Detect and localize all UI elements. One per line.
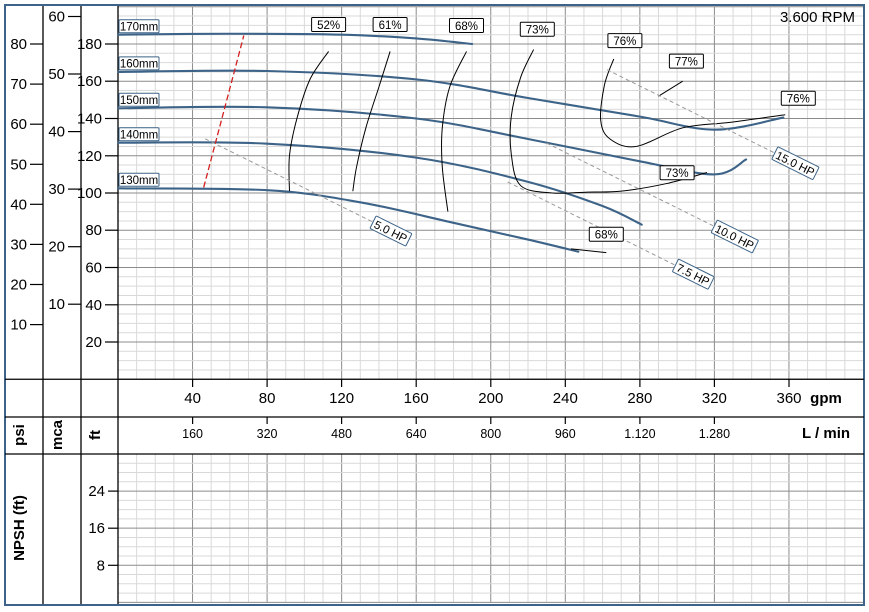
svg-text:40: 40	[10, 196, 27, 213]
svg-text:16: 16	[88, 520, 105, 537]
svg-text:76%: 76%	[787, 94, 810, 106]
svg-text:240: 240	[553, 390, 578, 407]
svg-text:960: 960	[555, 427, 576, 441]
svg-text:30: 30	[48, 181, 65, 198]
svg-text:76%: 76%	[613, 36, 636, 48]
svg-text:120: 120	[77, 148, 102, 165]
svg-text:40: 40	[184, 390, 201, 407]
svg-text:40: 40	[48, 124, 65, 141]
svg-text:140mm: 140mm	[120, 129, 158, 141]
svg-text:480: 480	[331, 427, 352, 441]
svg-text:100: 100	[77, 185, 102, 202]
svg-text:640: 640	[406, 427, 427, 441]
svg-text:1.280: 1.280	[699, 427, 730, 441]
svg-text:24: 24	[88, 483, 105, 500]
svg-text:L / min: L / min	[802, 425, 850, 442]
svg-text:60: 60	[85, 260, 102, 277]
svg-text:320: 320	[257, 427, 278, 441]
svg-text:360: 360	[776, 390, 801, 407]
svg-text:50: 50	[48, 66, 65, 83]
svg-text:77%: 77%	[675, 56, 698, 68]
svg-text:130mm: 130mm	[120, 175, 158, 187]
svg-text:73%: 73%	[526, 25, 549, 37]
svg-text:1.120: 1.120	[624, 427, 655, 441]
svg-text:mca: mca	[49, 419, 66, 450]
svg-text:20: 20	[48, 239, 65, 256]
svg-text:10: 10	[48, 296, 65, 313]
svg-text:30: 30	[10, 236, 27, 253]
svg-text:73%: 73%	[666, 168, 689, 180]
svg-text:psi: psi	[11, 424, 28, 446]
svg-text:ft: ft	[87, 430, 104, 440]
svg-text:180: 180	[77, 36, 102, 53]
svg-text:200: 200	[478, 390, 503, 407]
svg-text:70: 70	[10, 76, 27, 93]
svg-text:gpm: gpm	[810, 390, 842, 407]
svg-text:80: 80	[10, 36, 27, 53]
svg-text:120: 120	[329, 390, 354, 407]
svg-text:50: 50	[10, 156, 27, 173]
svg-text:40: 40	[85, 297, 102, 314]
svg-text:20: 20	[10, 277, 27, 294]
svg-text:61%: 61%	[379, 20, 402, 32]
svg-text:52%: 52%	[317, 20, 340, 32]
svg-text:140: 140	[77, 111, 102, 128]
svg-text:NPSH (ft): NPSH (ft)	[11, 495, 28, 561]
svg-text:80: 80	[259, 390, 276, 407]
svg-text:160: 160	[182, 427, 203, 441]
svg-text:800: 800	[480, 427, 501, 441]
svg-text:320: 320	[702, 390, 727, 407]
svg-text:160mm: 160mm	[120, 59, 158, 71]
svg-text:160: 160	[404, 390, 429, 407]
svg-text:60: 60	[10, 116, 27, 133]
svg-text:8: 8	[97, 557, 105, 574]
svg-text:10: 10	[10, 317, 27, 334]
svg-text:160: 160	[77, 73, 102, 90]
svg-text:3.600 RPM: 3.600 RPM	[780, 9, 855, 26]
svg-text:280: 280	[627, 390, 652, 407]
svg-text:150mm: 150mm	[120, 95, 158, 107]
svg-text:68%: 68%	[455, 21, 478, 33]
svg-text:20: 20	[85, 334, 102, 351]
svg-text:68%: 68%	[595, 230, 618, 242]
svg-text:170mm: 170mm	[120, 21, 158, 33]
svg-text:80: 80	[85, 222, 102, 239]
svg-text:60: 60	[48, 9, 65, 26]
